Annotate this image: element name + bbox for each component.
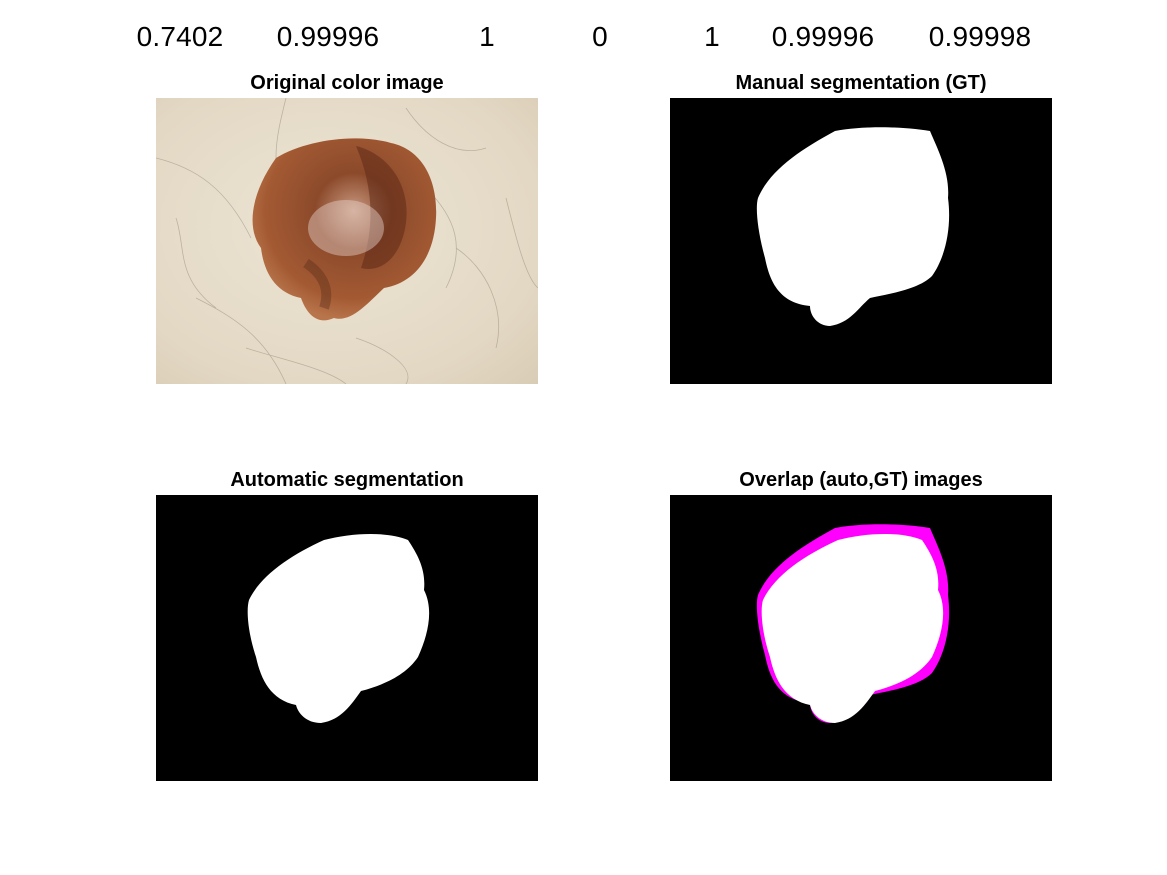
subplot-title-ground-truth: Manual segmentation (GT) — [735, 72, 987, 94]
metric-value-2: 0.99996 — [276, 21, 380, 52]
subplot-title-overlap: Overlap (auto,GT) images — [739, 469, 983, 491]
metric-value-5: 1 — [704, 21, 720, 52]
original-color-image — [156, 98, 538, 384]
original-image-graphic — [156, 98, 538, 384]
manual-segmentation-mask — [670, 98, 1052, 384]
lesion-dark-area — [356, 146, 407, 269]
automatic-segmentation-graphic — [156, 495, 538, 781]
subplot-title-original: Original color image — [250, 72, 444, 94]
gt-lesion-region — [756, 127, 950, 326]
metric-value-6: 0.99996 — [771, 21, 875, 52]
metric-value-1: 0.7402 — [136, 21, 224, 52]
overlap-graphic — [670, 495, 1052, 781]
metric-value-4: 0 — [592, 21, 608, 52]
ground-truth-graphic — [670, 98, 1052, 384]
metric-value-7: 0.99998 — [928, 21, 1032, 52]
subplot-title-automatic: Automatic segmentation — [230, 469, 464, 491]
auto-lesion-region — [247, 533, 430, 723]
overlap-image — [670, 495, 1052, 781]
lesion-dark-streak — [303, 258, 332, 310]
overlap-agreement-region — [761, 533, 944, 723]
automatic-segmentation-mask — [156, 495, 538, 781]
metric-value-3: 1 — [479, 21, 495, 52]
metrics-row: 0.7402 0.99996 1 0 1 0.99996 0.99998 — [0, 0, 1167, 70]
lesion-regression-area — [308, 200, 384, 256]
